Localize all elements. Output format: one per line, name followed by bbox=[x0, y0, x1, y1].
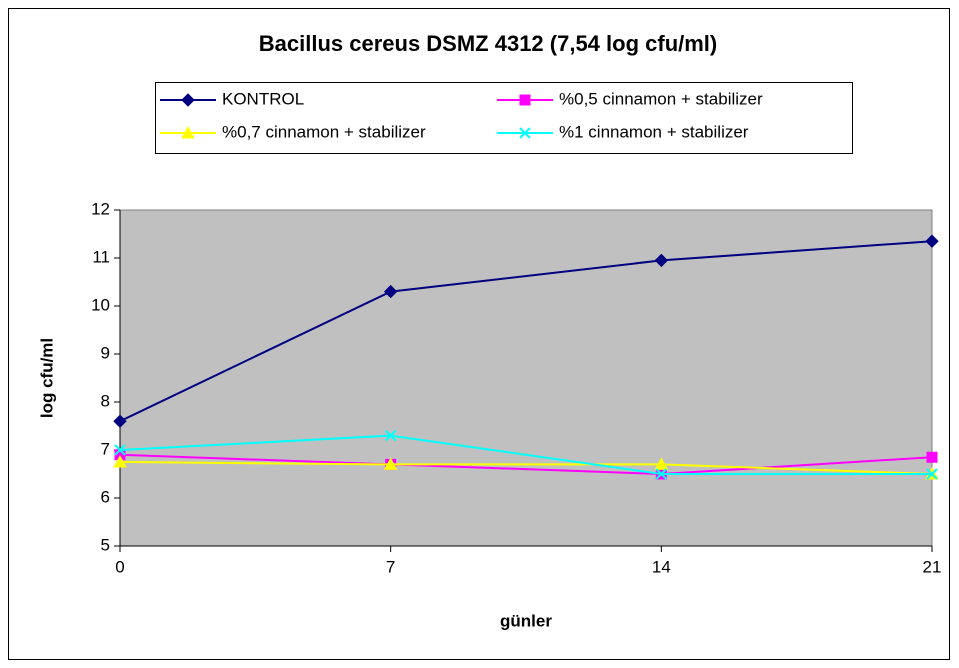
x-tick-label: 14 bbox=[652, 557, 671, 576]
legend-box bbox=[155, 82, 853, 154]
series-line bbox=[119, 434, 932, 475]
x-tick-label: 7 bbox=[386, 557, 395, 576]
y-tick-label: 11 bbox=[92, 247, 110, 266]
legend-label: KONTROL bbox=[222, 89, 304, 108]
x-axis-title: günler bbox=[500, 611, 552, 630]
legend-marker bbox=[181, 125, 195, 139]
legend-marker bbox=[519, 94, 531, 106]
chart-title: Bacillus cereus DSMZ 4312 (7,54 log cfu/… bbox=[259, 31, 718, 56]
x-tick-label: 0 bbox=[115, 557, 124, 576]
x-tick-label: 21 bbox=[923, 557, 942, 576]
data-point bbox=[655, 468, 668, 480]
data-point bbox=[654, 457, 669, 470]
data-point bbox=[925, 234, 939, 248]
data-point bbox=[384, 429, 397, 442]
legend-marker bbox=[181, 93, 195, 107]
y-axis-title: log cfu/ml bbox=[37, 338, 56, 418]
legend-label: %0,5 cinnamon + stabilizer bbox=[559, 89, 763, 108]
y-tick-label: 10 bbox=[91, 295, 110, 314]
data-point bbox=[926, 451, 938, 463]
data-point bbox=[114, 444, 126, 456]
y-tick-label: 12 bbox=[91, 199, 110, 218]
legend-label: %1 cinnamon + stabilizer bbox=[559, 122, 749, 141]
legend-label: %0,7 cinnamon + stabilizer bbox=[222, 122, 426, 141]
y-tick-label: 9 bbox=[101, 343, 110, 362]
legend-marker bbox=[519, 127, 531, 139]
series-line bbox=[119, 453, 933, 476]
data-point bbox=[383, 284, 398, 299]
data-point bbox=[654, 253, 669, 268]
y-tick-label: 7 bbox=[101, 439, 110, 458]
y-tick-label: 8 bbox=[101, 391, 110, 410]
y-tick-label: 6 bbox=[101, 487, 110, 506]
series-line bbox=[119, 461, 933, 475]
data-point bbox=[926, 468, 938, 480]
data-point bbox=[113, 454, 127, 468]
series-line bbox=[119, 240, 933, 423]
data-point bbox=[113, 414, 127, 428]
y-tick-label: 5 bbox=[101, 535, 110, 554]
plot-area bbox=[119, 209, 933, 547]
data-point bbox=[383, 457, 398, 470]
